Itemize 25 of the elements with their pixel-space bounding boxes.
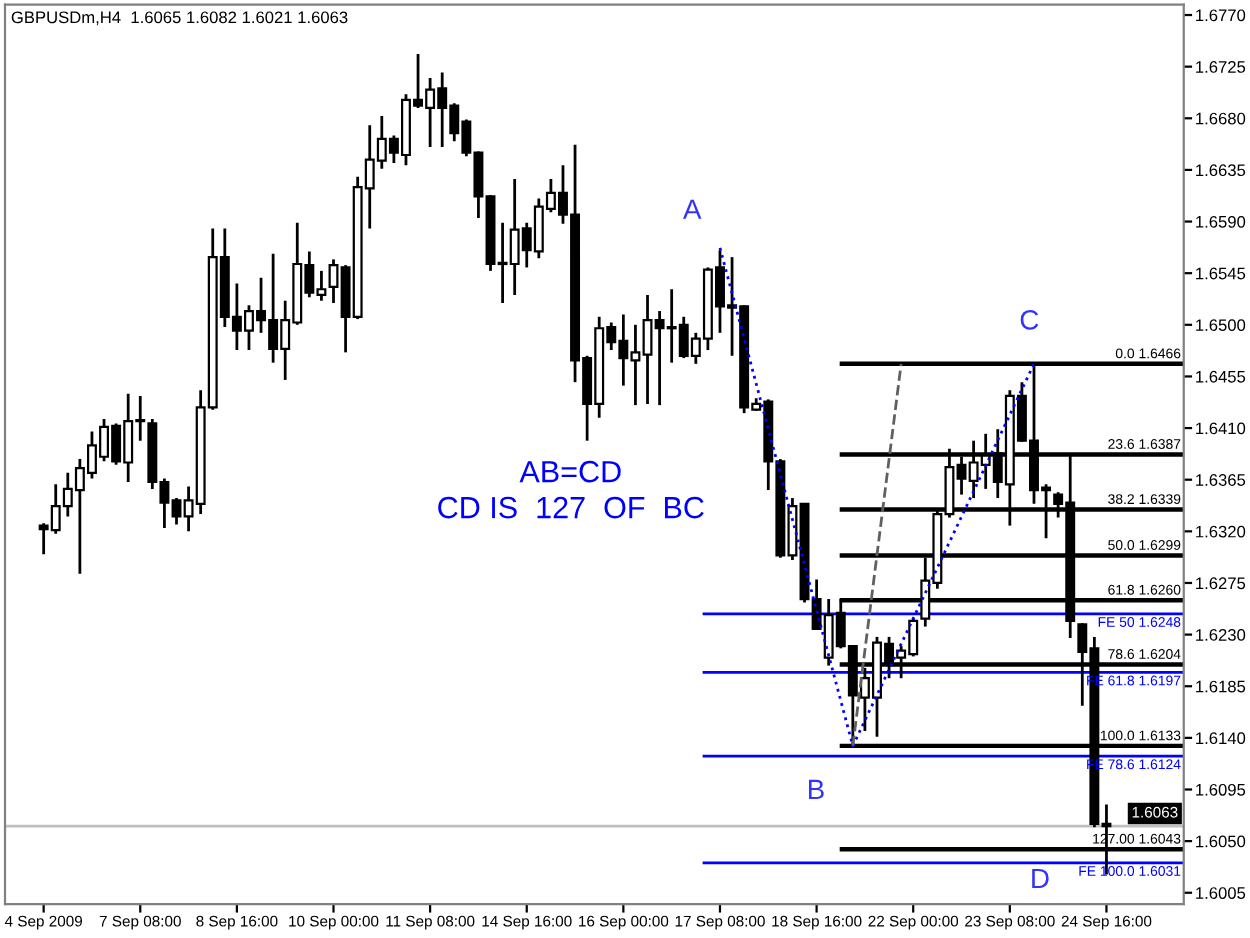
annotation: AB=CD: [519, 460, 621, 483]
y-tick-label: 1.6275: [1196, 577, 1246, 590]
y-tick-label: 1.6230: [1196, 629, 1246, 641]
y-tick-label: 1.6005: [1196, 887, 1246, 899]
y-tick-label: 1.6770: [1196, 9, 1246, 22]
y-tick-label: 1.6455: [1196, 370, 1246, 383]
y-tick-label: 1.6680: [1196, 112, 1246, 125]
y-tick-label: 1.6185: [1196, 680, 1246, 693]
y-tick-label: 1.6365: [1196, 474, 1246, 486]
annotation: A: [683, 199, 702, 219]
y-tick-label: 1.6320: [1196, 525, 1246, 538]
y-tick-label: 1.6410: [1196, 422, 1246, 435]
y-tick-label: 1.6725: [1196, 61, 1246, 73]
chart-title: GBPUSDm,H4 1.6065 1.6082 1.6021 1.6063: [11, 11, 348, 26]
y-tick-label: 1.6140: [1196, 732, 1246, 745]
annotation: C: [1020, 310, 1039, 330]
y-tick-label: 1.6545: [1196, 267, 1246, 280]
y-tick-label: 1.6635: [1196, 164, 1246, 177]
annotation: B: [808, 779, 824, 799]
y-tick-label: 1.6050: [1196, 835, 1246, 848]
y-tick-label: 1.6500: [1196, 319, 1246, 332]
y-tick-label: 1.6095: [1196, 783, 1246, 796]
annotation: D: [1032, 868, 1049, 889]
annotation: CD IS 127 OF BC: [438, 496, 704, 519]
y-tick-label: 1.6590: [1196, 215, 1246, 228]
